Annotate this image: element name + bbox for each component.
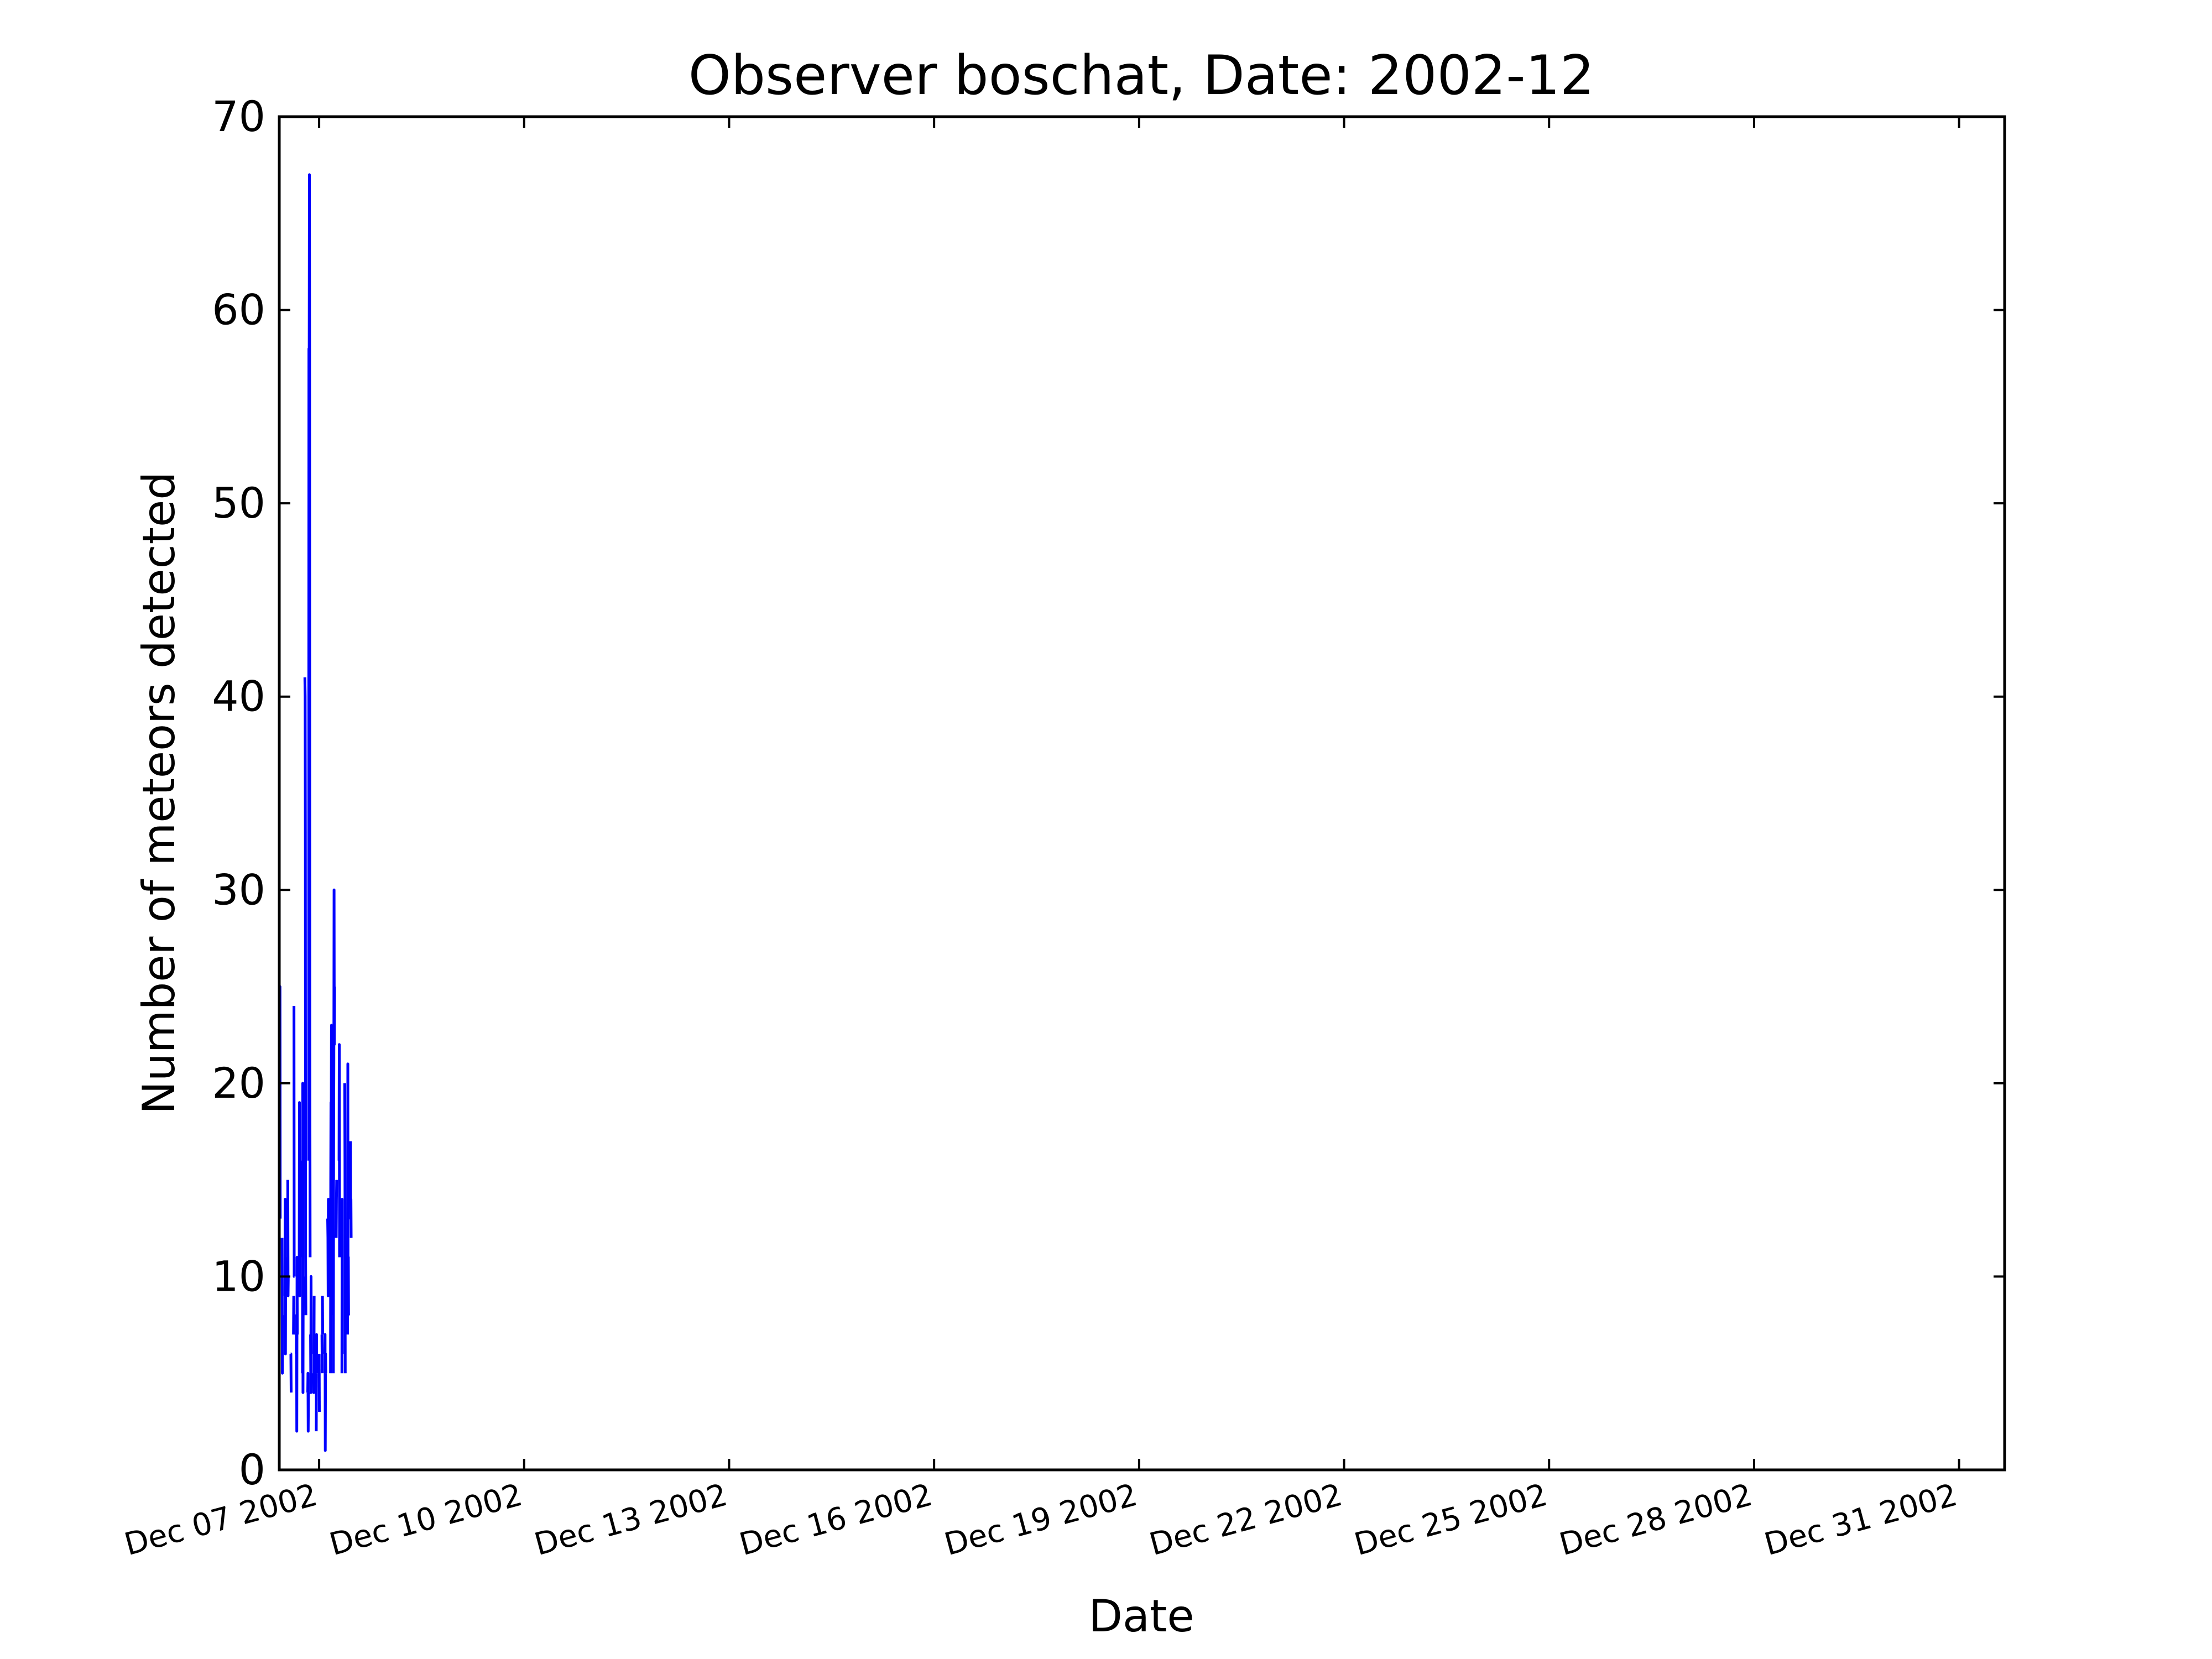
x-tick-label: Dec 31 2002 [1761, 1477, 1961, 1563]
x-axis-label: Date [1088, 1590, 1194, 1642]
y-tick-label: 70 [212, 92, 265, 141]
series-line-segment [301, 1082, 305, 1394]
x-tick-label: Dec 22 2002 [1146, 1477, 1346, 1563]
series-line-segment [298, 1101, 301, 1297]
y-axis: 0 10 20 30 40 50 60 70 [212, 92, 2005, 1494]
x-tick-label: Dec 07 2002 [121, 1477, 321, 1563]
series-line-segment [293, 1005, 296, 1278]
y-tick-label: 20 [212, 1058, 265, 1108]
chart-title: Observer boschat, Date: 2002-12 [688, 44, 1595, 107]
series-line-segment [329, 1024, 333, 1374]
series-line-segment [323, 1333, 327, 1452]
x-tick-label: Dec 16 2002 [735, 1477, 936, 1563]
plot-frame [278, 115, 2006, 1472]
y-axis-label: Number of meteors detected [133, 472, 185, 1114]
series-line-segment [335, 1180, 338, 1238]
y-tick-label: 0 [239, 1445, 265, 1494]
series-line-segment [346, 1062, 350, 1335]
series-line-segment [306, 1371, 310, 1433]
plot-area [278, 173, 353, 1452]
y-tick-label: 50 [212, 478, 265, 528]
y-tick-label: 10 [212, 1251, 265, 1301]
y-tick-label: 60 [212, 285, 265, 335]
x-tick-label: Dec 25 2002 [1350, 1477, 1551, 1563]
series-line-segment [280, 1238, 284, 1375]
series-line-segment [307, 173, 312, 1258]
y-tick-label: 40 [212, 672, 265, 721]
x-tick-label: Dec 28 2002 [1556, 1477, 1756, 1563]
series-line-segment [326, 1198, 331, 1297]
x-axis: Dec 07 2002 Dec 10 2002 Dec 13 2002 Dec 16 … [121, 117, 1961, 1563]
x-tick-label: Dec 10 2002 [326, 1477, 526, 1563]
series-line-segment [295, 1256, 299, 1433]
series-line-segment [315, 1333, 319, 1432]
series-line-segment [332, 888, 336, 1374]
x-tick-label: Dec 19 2002 [941, 1477, 1141, 1563]
x-tick-label: Dec 13 2002 [531, 1477, 731, 1563]
series-line-segment [337, 1043, 341, 1258]
y-tick-label: 30 [212, 865, 265, 914]
series-line-segment [303, 677, 307, 1316]
